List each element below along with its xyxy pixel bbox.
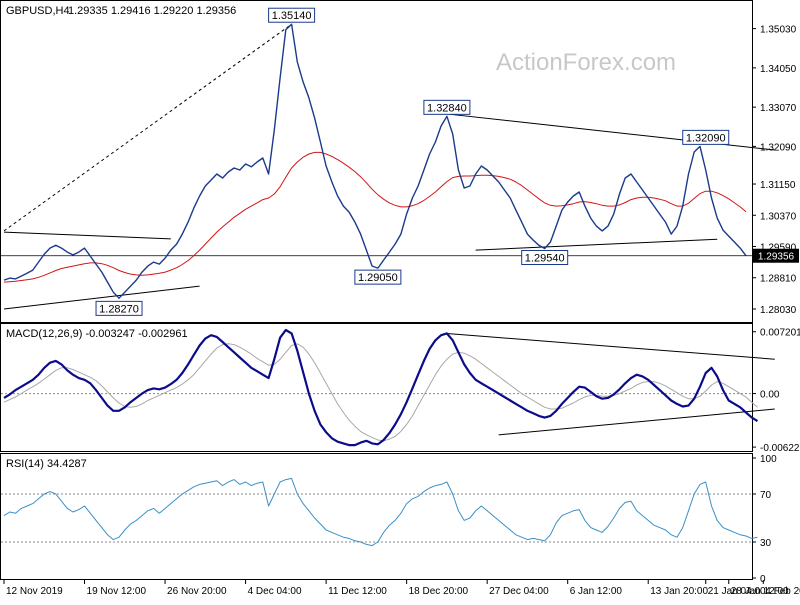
macd-pane [0,323,753,452]
x-axis-label: 4 Feb 20:00 [765,586,800,597]
rsi-axis-tick-label: 100 [760,454,777,465]
price-trendline [475,238,718,251]
price-annotation-label: 1.32090 [686,132,726,144]
x-axis-label: 19 Nov 12:00 [87,586,147,597]
price-axis-tick-label: 1.32090 [760,142,797,153]
price-axis-tick-label: 1.31150 [760,180,796,191]
price-annotation-label: 1.29050 [358,272,398,284]
x-axis-label: 18 Dec 20:00 [409,586,469,597]
axes: 12 Nov 2019 19 Nov 12:00 26 Nov 20:00 4 Dec… [3,580,800,597]
price-line [3,23,747,299]
watermark: ActionForex.com [496,49,676,76]
current-price-label: 1.29356 [758,252,795,263]
x-axis-label: 12 Nov 2019 [6,586,63,597]
x-axis-label: 13 Jan 20:00 [650,586,708,597]
price-annotation-box [95,300,143,316]
x-axis-label: 21 Jan 04:00 [708,586,766,597]
price-annotation-label: 1.28270 [99,303,139,315]
price-annotation-box [521,250,569,266]
dashed-trendline [3,23,292,232]
price-axis-tick-label: 1.29590 [760,243,797,254]
macd-title: MACD(12,26,9) -0.003247 -0.002961 [6,328,188,340]
macd-axis-tick-label: -0.006229 [760,443,800,454]
price-annotation-box [423,99,471,115]
price-axis-tick-label: 1.34050 [760,64,797,75]
x-axis-label: 6 Jan 12:00 [570,586,623,597]
price-annotation-box [682,129,730,145]
price-annotation-box [354,269,402,285]
price-annotation-box [268,7,316,23]
price-annotation-label: 1.35140 [272,10,312,22]
current-price-tag [753,248,799,263]
rsi-axis-tick-label: 30 [760,538,772,549]
macd-trendline [446,332,775,360]
x-axis-label: 27 Dec 04:00 [489,586,549,597]
macd-axis-tick-label: 0.007201 [760,328,800,339]
price-axis-tick-label: 1.28030 [760,305,797,316]
x-axis-label: 28 Jan 12:00 [731,586,789,597]
price-axis-tick-label: 1.30370 [760,211,797,222]
macd-series: 0.007201 0.00 -0.006229 [1,328,800,454]
rsi-series: 100 70 30 0 [1,454,777,585]
price-trendline [3,231,171,240]
price-axis-tick-label: 1.28810 [760,274,797,285]
price-axis-tick-label: 1.35030 [760,25,797,36]
macd-axis-tick-label: 0.00 [760,390,780,401]
rsi-line [3,477,758,547]
x-axis-label: 26 Nov 20:00 [167,586,227,597]
macd-signal-line [3,343,758,442]
rsi-axis-tick-label: 0 [760,574,766,585]
price-annotation-label: 1.32840 [427,102,467,114]
rsi-title: RSI(14) 34.4287 [6,458,87,470]
x-axis-label: 4 Dec 04:00 [248,586,302,597]
price-axis-tick-label: 1.33070 [760,103,797,114]
rsi-axis-tick-label: 70 [760,490,772,501]
macd-trendline [498,408,775,436]
x-axis-label: 11 Dec 12:00 [328,586,387,597]
moving-average-line [3,151,747,283]
price-trendline [3,285,200,310]
price-series: 1.35140 1.32840 1.32090 1.29540 1.29050 1.282… [1,7,799,316]
price-pane [0,0,753,323]
price-annotation-label: 1.29540 [525,253,565,265]
macd-line [3,328,759,447]
ohlc-values: 1.29335 1.29416 1.29220 1.29356 [68,5,236,17]
symbol-label: GBPUSD,H4 [6,5,70,17]
rsi-pane [0,453,753,580]
